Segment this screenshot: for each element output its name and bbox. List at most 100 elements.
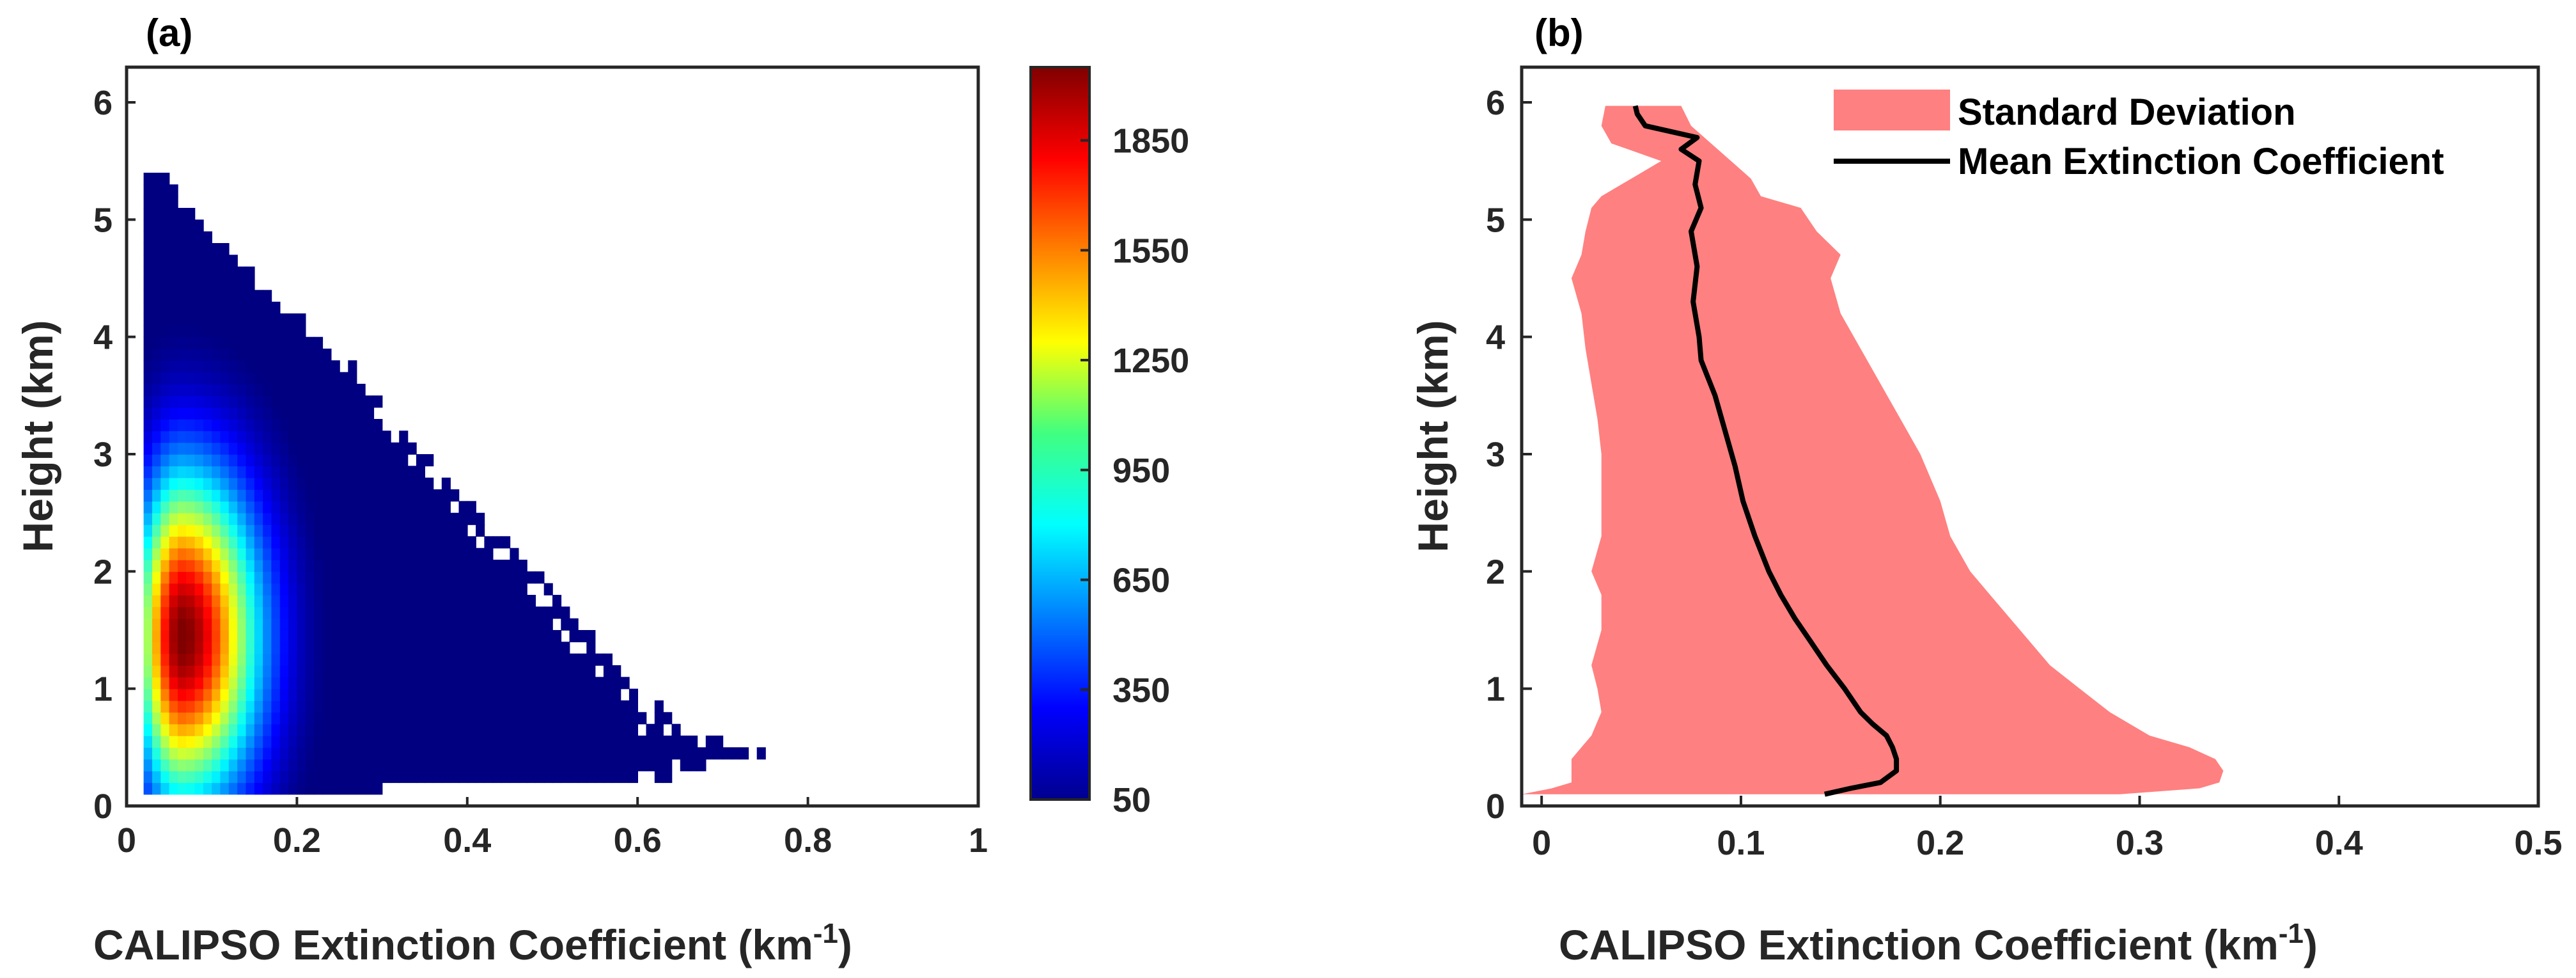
heatmap-cell — [279, 336, 289, 349]
heatmap-cell — [373, 560, 383, 572]
heatmap-cell — [340, 512, 349, 525]
heatmap-cell — [177, 419, 187, 432]
heatmap-cell — [416, 688, 425, 701]
heatmap-cell — [228, 313, 238, 326]
heatmap-cell — [152, 642, 162, 654]
heatmap-cell — [152, 595, 162, 608]
heatmap-cell — [433, 771, 442, 784]
heatmap-cell — [390, 723, 400, 736]
heatmap-cell — [177, 723, 187, 736]
heatmap-cell — [169, 419, 178, 432]
heatmap-cell — [416, 477, 425, 490]
heatmap-cell — [152, 501, 162, 514]
heatmap-cell — [152, 407, 162, 420]
heatmap-cell — [305, 677, 315, 690]
heatmap-cell — [279, 477, 289, 490]
heatmap-cell — [527, 630, 536, 643]
heatmap-cell — [552, 653, 562, 666]
heatmap-cell — [390, 688, 400, 701]
heatmap-cell — [212, 665, 221, 678]
heatmap-cell — [467, 595, 476, 608]
heatmap-cell — [382, 430, 391, 443]
heatmap-cell — [390, 759, 400, 771]
heatmap-cell — [433, 653, 442, 666]
y-tick-label: 0 — [93, 787, 113, 826]
heatmap-cell — [340, 618, 349, 631]
heatmap-cell — [160, 407, 170, 420]
heatmap-cell — [169, 372, 178, 384]
heatmap-cell — [152, 723, 162, 736]
heatmap-cell — [305, 771, 315, 784]
heatmap-cell — [416, 736, 425, 748]
heatmap-cell — [220, 501, 230, 514]
heatmap-cell — [288, 536, 298, 549]
heatmap-cell — [143, 606, 153, 619]
heatmap-cell — [297, 630, 306, 643]
heatmap-cell — [331, 747, 340, 760]
heatmap-cell — [314, 442, 324, 455]
heatmap-cell — [186, 454, 196, 467]
heatmap-cell — [356, 536, 366, 549]
heatmap-cell — [160, 688, 170, 701]
heatmap-cell — [228, 442, 238, 455]
heatmap-cell — [177, 560, 187, 572]
heatmap-cell — [390, 489, 400, 502]
heatmap-cell — [356, 454, 366, 467]
heatmap-cell — [220, 782, 230, 795]
heatmap-cell — [194, 442, 204, 455]
heatmap-cell — [484, 653, 494, 666]
heatmap-cell — [143, 466, 153, 478]
heatmap-cell — [433, 747, 442, 760]
heatmap-cell — [203, 278, 212, 291]
heatmap-cell — [314, 360, 324, 373]
heatmap-cell — [228, 618, 238, 631]
heatmap-cell — [152, 231, 162, 244]
heatmap-cell — [543, 747, 553, 760]
heatmap-cell — [620, 771, 630, 784]
heatmap-cell — [246, 630, 255, 643]
heatmap-cell — [382, 477, 391, 490]
heatmap-cell — [203, 630, 212, 643]
heatmap-cell — [305, 442, 315, 455]
heatmap-cell — [348, 723, 357, 736]
heatmap-cell — [288, 407, 298, 420]
heatmap-cell — [331, 771, 340, 784]
heatmap-cell — [297, 536, 306, 549]
heatmap-cell — [654, 712, 664, 725]
heatmap-cell — [416, 771, 425, 784]
heatmap-cell — [237, 489, 247, 502]
heatmap-cell — [271, 782, 281, 795]
heatmap-cell — [228, 723, 238, 736]
heatmap-cell — [467, 747, 476, 760]
heatmap-cell — [373, 489, 383, 502]
heatmap-cell — [203, 489, 212, 502]
heatmap-cell — [314, 782, 324, 795]
heatmap-cell — [160, 653, 170, 666]
heatmap-cell — [288, 665, 298, 678]
y-tick-label: 0 — [1486, 787, 1505, 826]
heatmap-cell — [297, 325, 306, 338]
heatmap-cell — [450, 560, 460, 572]
heatmap-cell — [322, 360, 332, 373]
heatmap-cell — [297, 642, 306, 654]
y-tick-label: 1 — [1486, 670, 1505, 709]
heatmap-cell — [467, 665, 476, 678]
heatmap-cell — [152, 184, 162, 197]
heatmap-cell — [373, 712, 383, 725]
heatmap-cell — [263, 336, 272, 349]
y-tick-label: 5 — [93, 201, 113, 239]
heatmap-cell — [279, 524, 289, 537]
heatmap-cell — [152, 700, 162, 713]
heatmap-cell — [399, 489, 409, 502]
heatmap-cell — [331, 606, 340, 619]
heatmap-cell — [578, 653, 588, 666]
heatmap-cell — [279, 771, 289, 784]
heatmap-cell — [237, 759, 247, 771]
heatmap-cell — [314, 688, 324, 701]
heatmap-cell — [441, 736, 451, 748]
heatmap-cell — [407, 736, 417, 748]
heatmap-cell — [340, 606, 349, 619]
heatmap-cell — [177, 336, 187, 349]
heatmap-cell — [331, 395, 340, 408]
heatmap-cell — [194, 747, 204, 760]
